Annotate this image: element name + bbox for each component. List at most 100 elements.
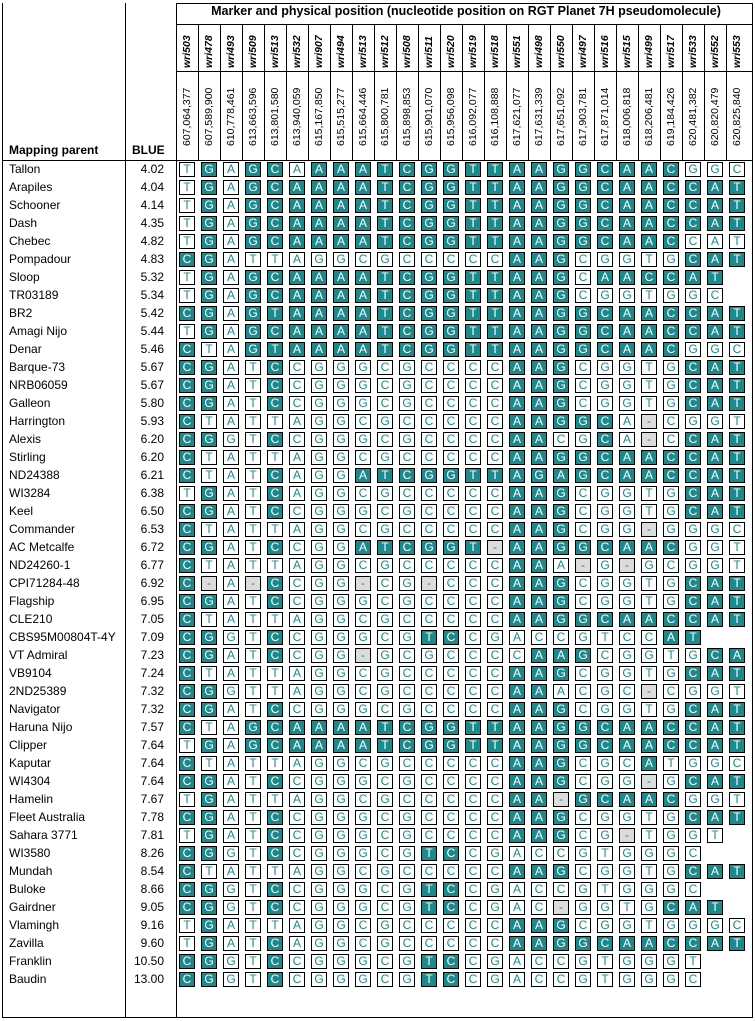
allele-cell: T	[245, 899, 261, 915]
blue-value: 7.24	[140, 666, 164, 680]
allele-cell: A	[509, 377, 525, 393]
marker-label: wri493	[225, 35, 237, 68]
allele-cell: G	[575, 161, 591, 177]
allele-cell: G	[399, 359, 415, 375]
allele-cell: C	[443, 953, 459, 969]
allele-cell: T	[487, 287, 503, 303]
allele-cell: C	[443, 359, 459, 375]
allele-cell: C	[267, 539, 283, 555]
allele-cell: -	[641, 773, 657, 789]
allele-cell: T	[597, 953, 613, 969]
allele-cell: G	[641, 899, 657, 915]
allele-cell: G	[421, 539, 437, 555]
allele-cell: C	[465, 953, 481, 969]
allele-cell: -	[487, 539, 503, 555]
allele-cell: C	[685, 719, 701, 735]
allele-cell: G	[685, 755, 701, 771]
mapping-parent: Dash	[9, 216, 38, 230]
allele-cell: G	[201, 359, 217, 375]
allele-cell: C	[685, 359, 701, 375]
allele-cell: C	[443, 431, 459, 447]
allele-cell: A	[531, 161, 547, 177]
allele-cell: C	[179, 467, 195, 483]
allele-cell: G	[575, 305, 591, 321]
allele-cell: G	[311, 359, 327, 375]
allele-cell: A	[509, 449, 525, 465]
allele-cell: T	[245, 521, 261, 537]
allele-cell: G	[355, 899, 371, 915]
allele-cell: A	[641, 935, 657, 951]
allele-cell: A	[531, 395, 547, 411]
allele-cell: G	[619, 251, 635, 267]
column-divider	[594, 24, 595, 160]
allele-cell: A	[619, 737, 635, 753]
position-label: 615,664,446	[357, 87, 369, 146]
column-divider	[418, 24, 419, 160]
position-label: 615,515,277	[335, 87, 347, 146]
allele-cell: A	[355, 323, 371, 339]
allele-cell: G	[201, 179, 217, 195]
allele-cell: C	[553, 971, 569, 987]
blue-value: 10.50	[133, 954, 164, 968]
allele-cell: G	[421, 737, 437, 753]
allele-cell: G	[377, 251, 393, 267]
allele-cell: A	[619, 431, 635, 447]
allele-cell: G	[553, 395, 569, 411]
allele-cell: G	[333, 953, 349, 969]
allele-cell: C	[355, 917, 371, 933]
allele-cell: G	[597, 359, 613, 375]
allele-cell: G	[575, 791, 591, 807]
allele-cell: A	[333, 719, 349, 735]
allele-cell: G	[575, 431, 591, 447]
allele-cell: A	[707, 197, 723, 213]
blue-value: 5.32	[140, 270, 164, 284]
allele-cell: G	[685, 827, 701, 843]
allele-cell: C	[355, 485, 371, 501]
allele-cell: C	[553, 431, 569, 447]
allele-cell: G	[619, 953, 635, 969]
allele-cell: G	[399, 701, 415, 717]
allele-cell: C	[487, 917, 503, 933]
allele-cell: A	[289, 467, 305, 483]
allele-cell: A	[509, 233, 525, 249]
allele-cell: A	[223, 161, 239, 177]
allele-cell: C	[487, 575, 503, 591]
allele-cell: G	[355, 431, 371, 447]
allele-cell: G	[619, 773, 635, 789]
allele-cell: T	[487, 215, 503, 231]
allele-cell: C	[421, 521, 437, 537]
allele-cell: A	[531, 539, 547, 555]
allele-cell: C	[465, 557, 481, 573]
allele-cell: T	[179, 917, 195, 933]
allele-cell: C	[487, 557, 503, 573]
position-label: 616,092,077	[467, 87, 479, 146]
mapping-parent: BR2	[9, 306, 33, 320]
allele-cell: A	[531, 215, 547, 231]
allele-cell: A	[311, 269, 327, 285]
allele-cell: C	[465, 863, 481, 879]
allele-cell: G	[245, 737, 261, 753]
allele-cell: A	[223, 287, 239, 303]
allele-cell: A	[333, 305, 349, 321]
allele-cell: C	[443, 395, 459, 411]
allele-cell: G	[575, 467, 591, 483]
allele-cell: G	[311, 809, 327, 825]
marker-label: wri511	[423, 36, 435, 68]
allele-cell: G	[597, 827, 613, 843]
allele-cell: G	[201, 647, 217, 663]
allele-cell: A	[531, 197, 547, 213]
allele-cell: A	[289, 521, 305, 537]
allele-cell: A	[355, 179, 371, 195]
allele-cell: C	[179, 665, 195, 681]
allele-cell: T	[267, 683, 283, 699]
allele-cell: G	[707, 791, 723, 807]
allele-cell: C	[179, 809, 195, 825]
position-label: 620,481,382	[687, 87, 699, 146]
allele-cell: A	[289, 665, 305, 681]
allele-cell: G	[333, 377, 349, 393]
allele-cell: T	[465, 341, 481, 357]
allele-cell: A	[289, 611, 305, 627]
allele-cell: G	[399, 395, 415, 411]
allele-cell: G	[663, 521, 679, 537]
allele-cell: C	[179, 395, 195, 411]
